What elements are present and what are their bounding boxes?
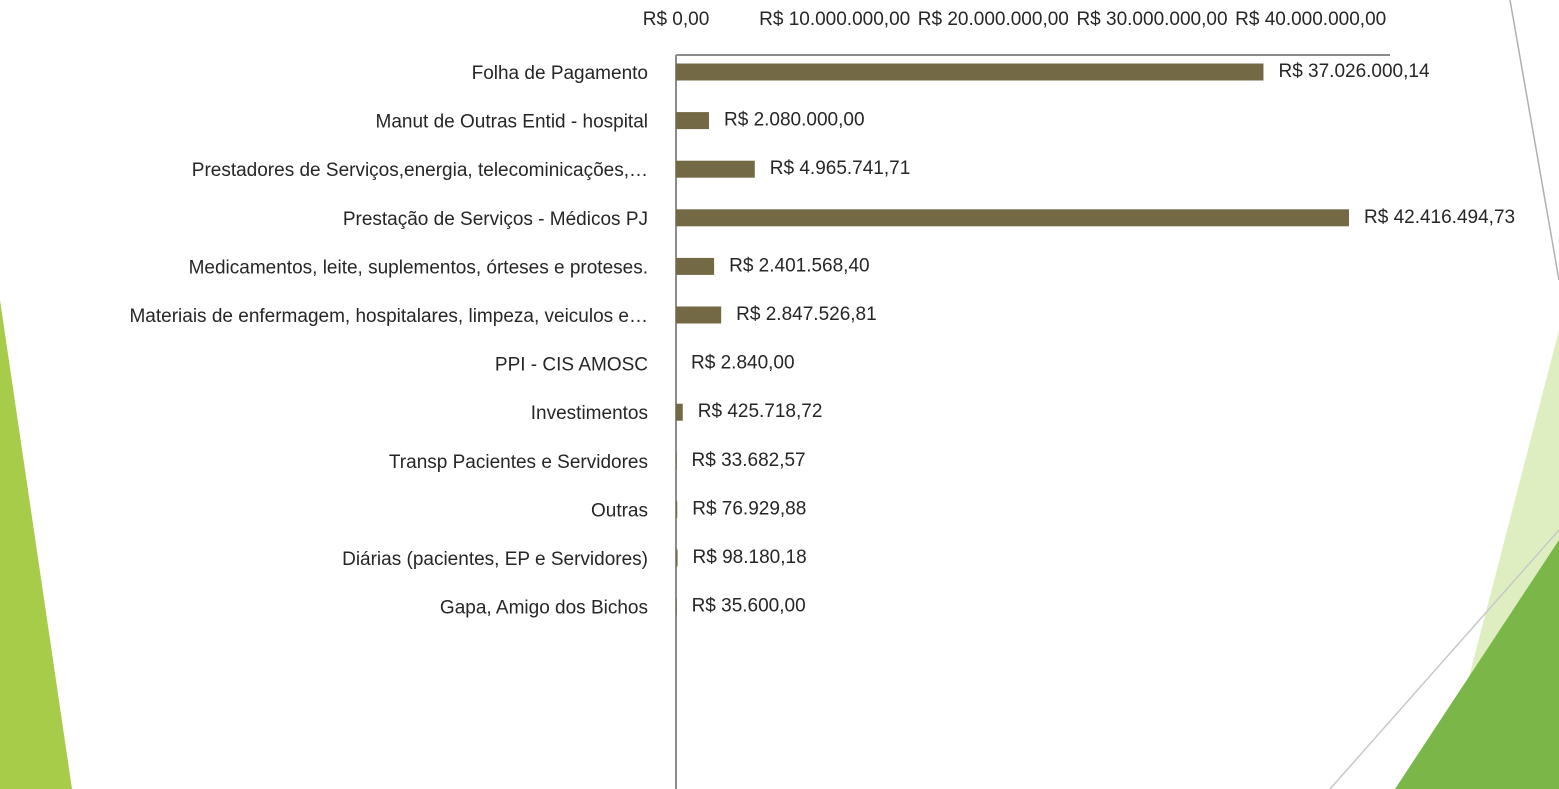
bar — [676, 112, 710, 130]
bar — [676, 598, 677, 616]
category-label: Outras — [591, 500, 648, 521]
bar — [676, 63, 1264, 81]
x-tick-label: R$ 40.000.000,00 — [1235, 9, 1386, 30]
category-label: Investimentos — [531, 403, 648, 424]
data-label: R$ 37.026.000,14 — [1278, 61, 1430, 82]
data-label: R$ 35.600,00 — [692, 596, 806, 617]
bar — [676, 403, 683, 421]
data-label: R$ 4.965.741,71 — [770, 158, 911, 179]
x-tick-label: R$ 10.000.000,00 — [759, 9, 910, 30]
bar — [676, 549, 678, 567]
category-label: Diárias (pacientes, EP e Servidores) — [342, 549, 648, 570]
data-label: R$ 2.847.526,81 — [736, 304, 877, 325]
data-label: R$ 33.682,57 — [692, 450, 806, 471]
category-label: Gapa, Amigo dos Bichos — [440, 598, 648, 619]
bar — [676, 306, 722, 324]
decor-left — [0, 300, 72, 789]
category-label: Medicamentos, leite, suplementos, órtese… — [189, 257, 648, 278]
data-label: R$ 76.929,88 — [692, 498, 806, 519]
data-label: R$ 425.718,72 — [698, 401, 823, 422]
category-label: Folha de Pagamento — [472, 63, 648, 84]
category-label: Prestação de Serviços - Médicos PJ — [343, 209, 648, 230]
category-label: Manut de Outras Entid - hospital — [376, 112, 648, 133]
data-label: R$ 2.080.000,00 — [724, 110, 865, 131]
bar — [676, 160, 755, 178]
x-tick-label: R$ 30.000.000,00 — [1076, 9, 1227, 30]
category-label: Materiais de enfermagem, hospitalares, l… — [129, 306, 648, 327]
category-label: PPI - CIS AMOSC — [495, 355, 648, 376]
decor-line — [1329, 529, 1559, 789]
x-tick-label: R$ 20.000.000,00 — [918, 9, 1069, 30]
bar — [676, 209, 1350, 227]
bar — [676, 257, 715, 275]
category-label: Transp Pacientes e Servidores — [389, 452, 648, 473]
bar — [676, 452, 677, 470]
data-label: R$ 42.416.494,73 — [1364, 207, 1515, 228]
data-label: R$ 2.401.568,40 — [729, 255, 870, 276]
data-label: R$ 2.840,00 — [691, 353, 795, 374]
x-tick-label: R$ 0,00 — [643, 9, 710, 30]
decor-line — [1509, 0, 1559, 281]
bar — [676, 500, 678, 518]
decor-right-dark — [1395, 540, 1559, 789]
data-label: R$ 98.180,18 — [693, 547, 807, 568]
category-label: Prestadores de Serviços,energia, telecom… — [192, 160, 648, 181]
